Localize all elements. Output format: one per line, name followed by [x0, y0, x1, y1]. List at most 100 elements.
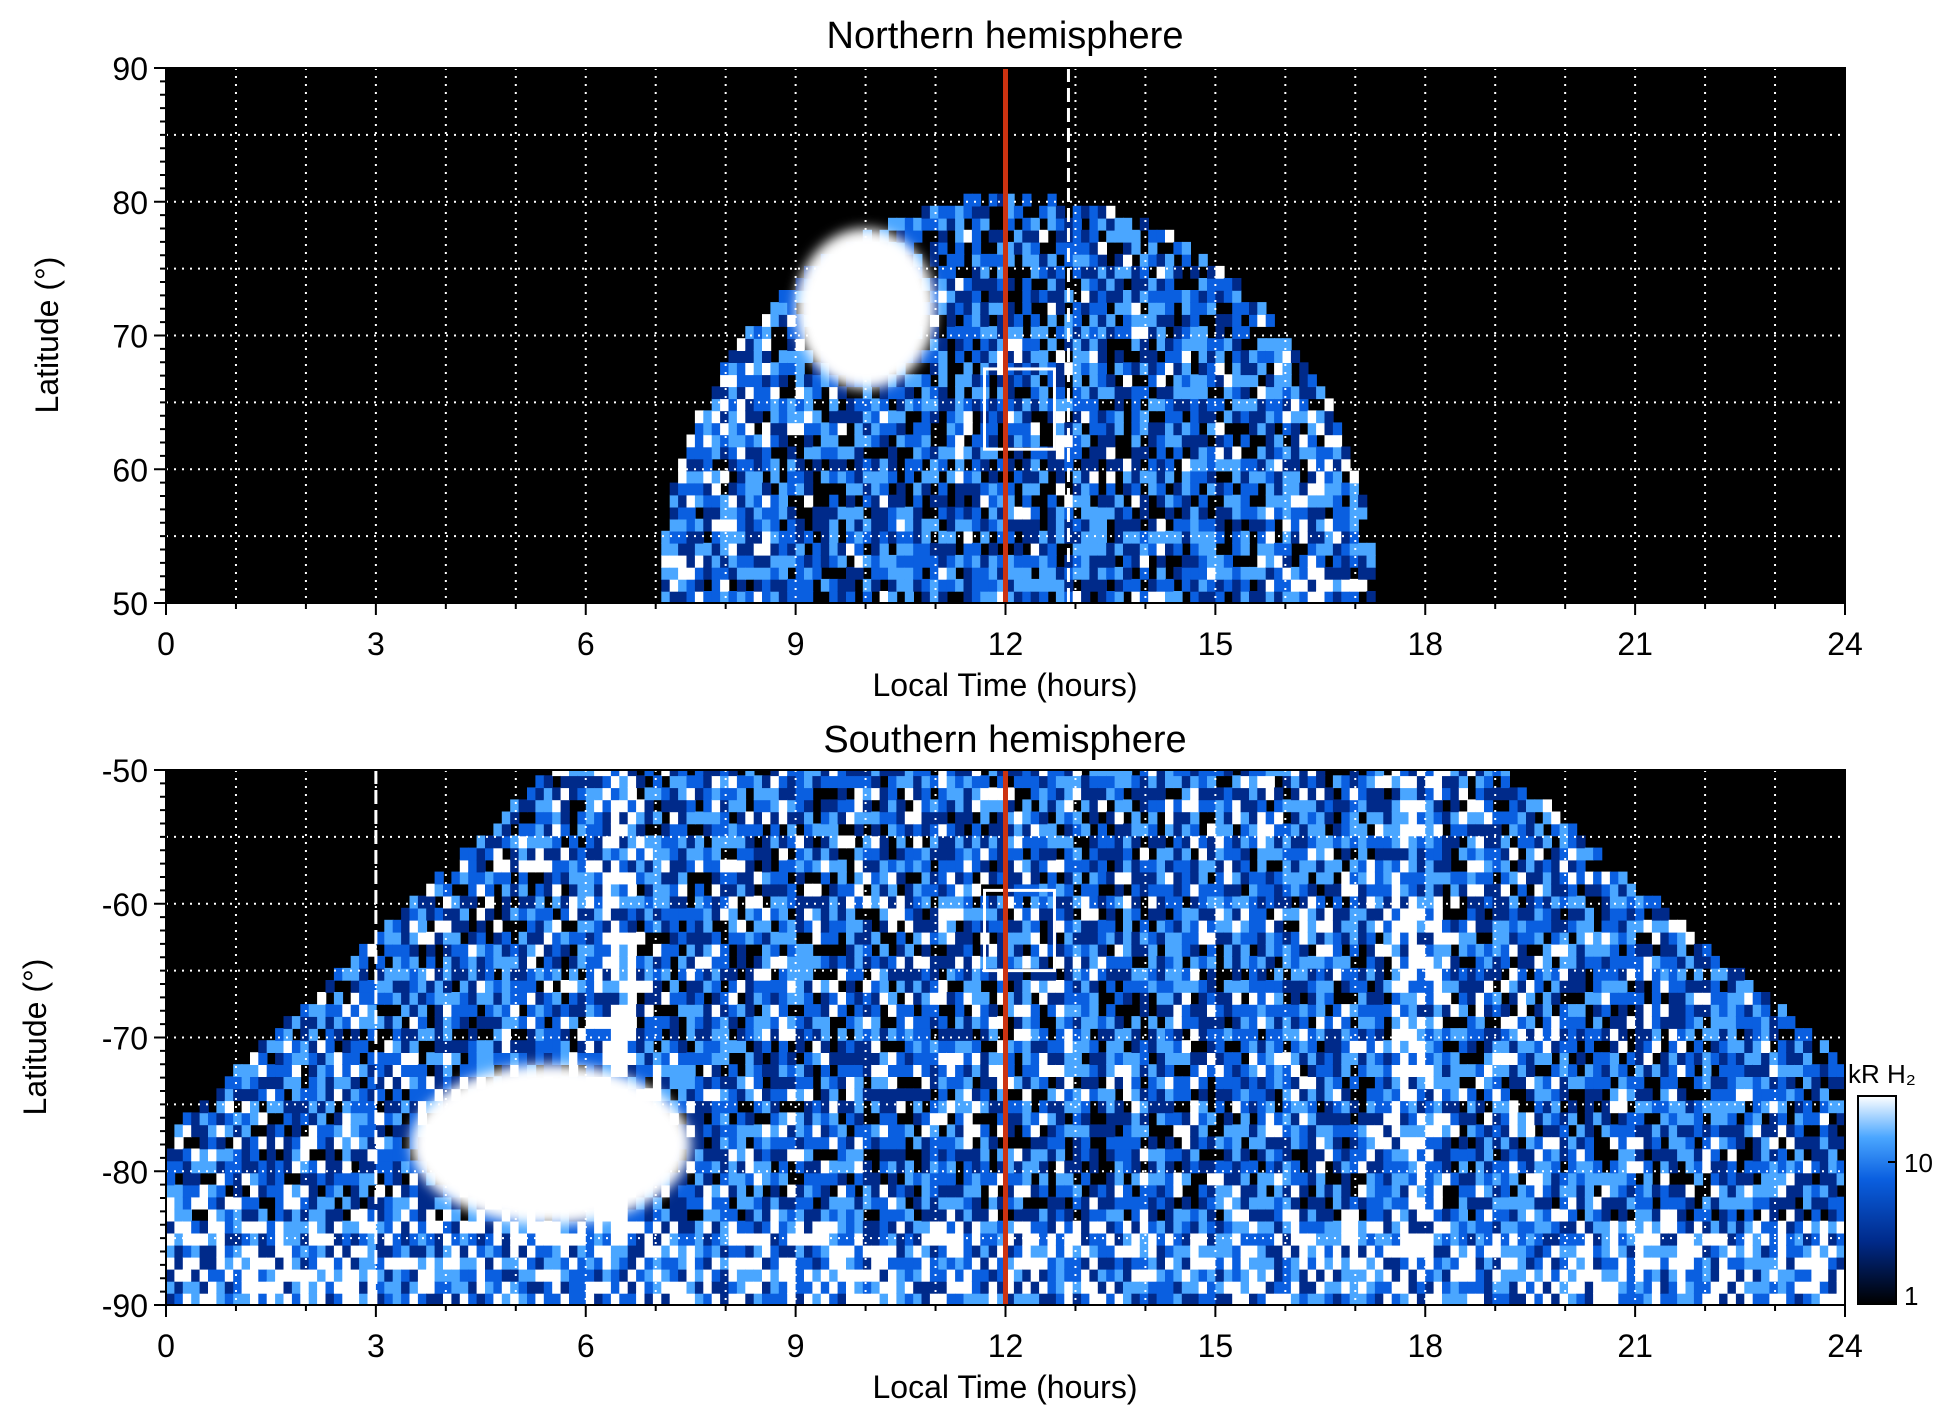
emission-cell: [686, 1004, 696, 1017]
emission-cell: [275, 1293, 285, 1305]
emission-cell: [921, 1064, 931, 1077]
emission-cell: [266, 1280, 276, 1294]
emission-cell: [879, 470, 889, 484]
emission-cell: [409, 1196, 419, 1210]
emission-cell: [1265, 422, 1275, 436]
emission-cell: [795, 1196, 805, 1210]
emission-cell: [224, 1160, 234, 1174]
emission-cell: [854, 1028, 864, 1041]
emission-cell: [711, 883, 721, 897]
emission-cell: [879, 506, 889, 520]
emission-cell: [325, 1136, 335, 1150]
emission-cell: [518, 1016, 528, 1029]
emission-cell: [1030, 434, 1040, 448]
emission-cell: [678, 1100, 688, 1114]
emission-cell: [929, 446, 940, 460]
emission-cell: [938, 1220, 948, 1234]
emission-cell: [485, 1016, 495, 1029]
emission-cell: [904, 578, 914, 592]
emission-cell: [619, 895, 629, 909]
emission-cell: [1165, 350, 1175, 363]
emission-cell: [997, 591, 1007, 603]
emission-cell: [988, 554, 998, 568]
emission-cell: [367, 1028, 377, 1041]
emission-cell: [300, 1268, 310, 1282]
emission-cell: [778, 847, 788, 861]
emission-cell: [862, 1184, 872, 1198]
emission-cell: [971, 494, 982, 508]
emission-cell: [837, 787, 847, 801]
emission-cell: [208, 1256, 218, 1270]
emission-cell: [1013, 506, 1024, 520]
emission-cell: [1123, 326, 1133, 339]
emission-cell: [1131, 554, 1141, 568]
emission-cell: [1131, 591, 1141, 603]
emission-cell: [1123, 265, 1133, 279]
emission-cell: [787, 482, 797, 496]
emission-cell: [795, 591, 805, 603]
emission-cell: [1173, 422, 1183, 436]
emission-cell: [862, 1220, 872, 1234]
emission-cell: [728, 835, 738, 849]
emission-cell: [1274, 506, 1284, 520]
emission-cell: [1106, 554, 1116, 568]
emission-cell: [602, 907, 612, 921]
emission-cell: [720, 1232, 730, 1246]
emission-cell: [1156, 446, 1166, 460]
emission-cell: [904, 1052, 914, 1065]
emission-cell: [938, 992, 948, 1005]
emission-cell: [1290, 518, 1301, 532]
emission-cell: [451, 1280, 461, 1294]
emission-cell: [736, 542, 747, 556]
emission-cell: [980, 530, 990, 544]
emission-cell: [711, 1028, 721, 1041]
emission-cell: [829, 859, 839, 873]
emission-cell: [401, 1124, 411, 1138]
emission-cell: [1081, 470, 1091, 484]
emission-cell: [501, 1028, 511, 1041]
emission-cell: [1148, 542, 1158, 556]
emission-cell: [686, 799, 696, 813]
emission-cell: [1097, 374, 1107, 388]
emission-cell: [787, 859, 797, 873]
emission-cell: [1064, 518, 1074, 532]
emission-cell: [1156, 374, 1166, 388]
emission-cell: [812, 458, 822, 472]
emission-cell: [493, 1052, 503, 1065]
emission-cell: [938, 578, 948, 592]
emission-cell: [846, 591, 856, 603]
emission-cell: [963, 506, 973, 520]
emission-cell: [888, 1112, 898, 1126]
emission-cell: [1013, 314, 1024, 327]
emission-cell: [250, 1256, 260, 1270]
emission-cell: [560, 1268, 570, 1282]
emission-cell: [913, 554, 923, 568]
emission-cell: [1022, 338, 1032, 351]
emission-cell: [627, 1268, 637, 1282]
emission-cell: [971, 458, 982, 472]
emission-cell: [795, 799, 805, 813]
emission-cell: [837, 1028, 847, 1041]
emission-cell: [896, 1100, 906, 1114]
emission-cell: [652, 967, 663, 981]
emission-cell: [501, 1040, 511, 1053]
emission-cell: [778, 1220, 788, 1234]
emission-cell: [434, 1268, 444, 1282]
emission-cell: [610, 775, 621, 789]
emission-cell: [224, 1148, 234, 1162]
emission-cell: [1106, 458, 1116, 472]
emission-cell: [1139, 470, 1149, 484]
emission-cell: [955, 799, 965, 813]
emission-cell: [594, 847, 604, 861]
emission-cell: [1148, 530, 1158, 544]
emission-cell: [686, 1232, 696, 1246]
emission-cell: [846, 931, 856, 945]
emission-cell: [552, 1256, 562, 1270]
emission-cell: [854, 1124, 864, 1138]
emission-cell: [577, 919, 587, 933]
emission-cell: [929, 835, 940, 849]
emission-cell: [250, 1088, 260, 1102]
emission-cell: [258, 1064, 268, 1077]
emission-cell: [896, 895, 906, 909]
emission-cell: [1257, 350, 1267, 363]
